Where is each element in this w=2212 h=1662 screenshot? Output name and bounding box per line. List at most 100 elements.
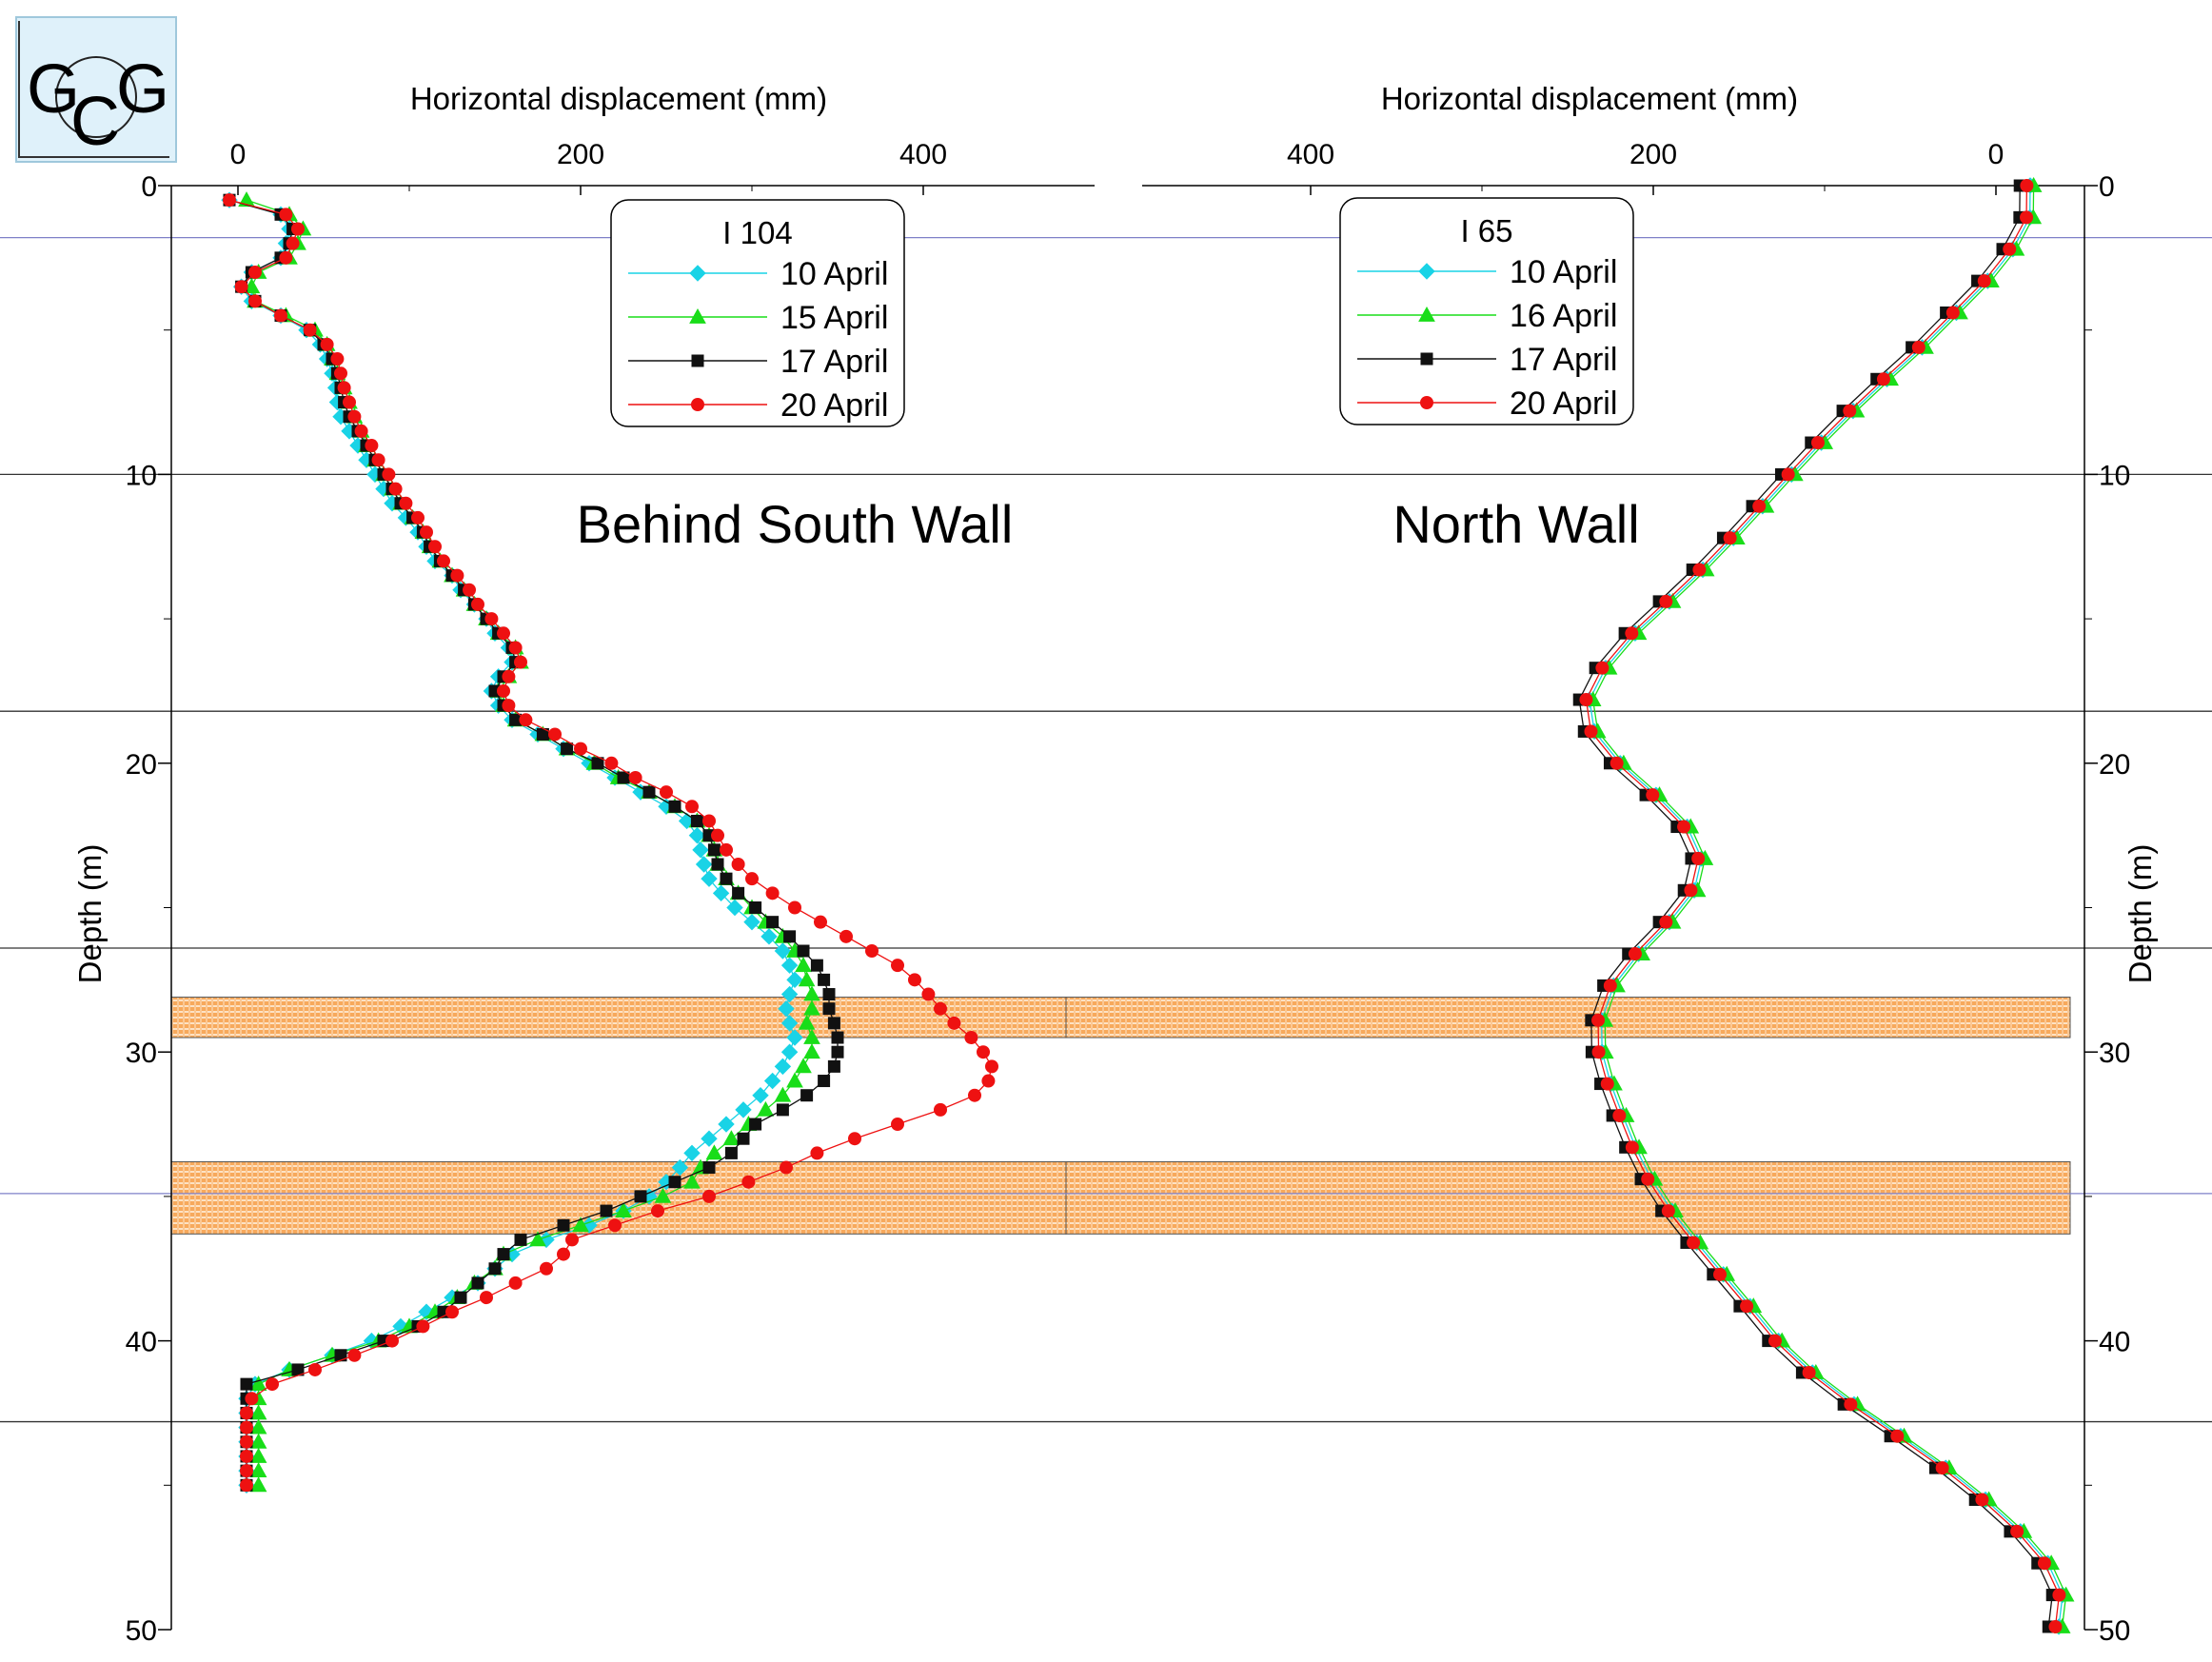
south-data-point bbox=[691, 815, 703, 827]
south-data-point bbox=[334, 366, 347, 380]
north-data-point bbox=[1975, 1493, 1988, 1506]
south-data-point bbox=[749, 1118, 761, 1131]
south-data-point bbox=[240, 1435, 253, 1449]
south-data-point bbox=[721, 873, 733, 885]
south-data-point bbox=[502, 670, 515, 683]
north-data-point bbox=[1768, 1335, 1782, 1348]
south-data-point bbox=[558, 1219, 570, 1232]
south-data-point bbox=[921, 988, 935, 1001]
south-data-point bbox=[745, 872, 759, 885]
north-data-point bbox=[2038, 1556, 2051, 1570]
south-data-point bbox=[240, 1421, 253, 1434]
south-y-ticks: 0 10 20 30 40 50 bbox=[126, 171, 171, 1647]
south-data-point bbox=[758, 1102, 773, 1116]
south-y-axis-title: Depth (m) bbox=[72, 844, 108, 984]
north-data-point bbox=[1626, 1140, 1639, 1154]
south-data-point bbox=[291, 223, 305, 236]
south-data-point bbox=[804, 1044, 820, 1058]
south-data-point bbox=[693, 842, 708, 858]
gcg-logo: G C G bbox=[16, 17, 176, 162]
south-data-point bbox=[502, 699, 515, 712]
south-data-point bbox=[235, 280, 248, 293]
south-data-point bbox=[832, 1032, 844, 1044]
south-legend-label: 20 April bbox=[780, 387, 888, 424]
south-data-point bbox=[308, 1363, 322, 1376]
north-data-point bbox=[1782, 467, 1795, 481]
south-data-point bbox=[780, 1161, 793, 1175]
south-data-point bbox=[744, 915, 760, 930]
south-data-point bbox=[891, 1118, 904, 1131]
south-data-point bbox=[818, 1075, 830, 1087]
north-data-point bbox=[2020, 210, 2033, 224]
south-data-point bbox=[811, 960, 823, 972]
north-x-axis-title: Horizontal displacement (mm) bbox=[1381, 81, 1798, 116]
south-data-point bbox=[804, 987, 820, 1000]
north-data-point bbox=[1877, 372, 1890, 386]
south-data-point bbox=[964, 1031, 978, 1044]
south-x-tick-label: 400 bbox=[899, 139, 947, 170]
north-y-tick-label: 0 bbox=[2099, 171, 2115, 203]
south-data-point bbox=[484, 612, 498, 625]
north-data-point bbox=[1591, 1014, 1605, 1027]
south-data-point bbox=[810, 1146, 823, 1159]
south-y-tick-label: 10 bbox=[126, 460, 157, 491]
south-x-tick-label: 0 bbox=[230, 139, 247, 170]
south-data-point bbox=[720, 843, 733, 857]
south-data-point bbox=[908, 973, 921, 986]
north-legend-marker bbox=[1420, 396, 1433, 409]
north-data-point bbox=[1803, 1366, 1816, 1379]
south-data-point bbox=[947, 1017, 960, 1030]
north-data-point bbox=[1978, 274, 1991, 287]
north-data-point bbox=[1641, 1173, 1654, 1186]
south-data-point bbox=[934, 1103, 947, 1117]
south-legend-label: 10 April bbox=[780, 256, 888, 292]
north-legend-title: I 65 bbox=[1460, 213, 1512, 248]
north-data-point bbox=[1752, 500, 1766, 513]
south-data-point bbox=[330, 352, 344, 366]
north-data-point bbox=[1890, 1430, 1904, 1443]
south-data-point bbox=[796, 958, 811, 971]
south-data-point bbox=[223, 193, 236, 207]
south-data-point bbox=[347, 1349, 361, 1362]
south-data-point bbox=[749, 901, 761, 914]
south-data-point bbox=[629, 771, 642, 784]
north-data-point bbox=[1844, 1397, 1857, 1411]
south-legend-marker bbox=[692, 355, 704, 367]
south-data-point bbox=[245, 1392, 258, 1405]
north-y-tick-label: 40 bbox=[2099, 1327, 2130, 1358]
north-y-tick-label: 50 bbox=[2099, 1615, 2130, 1647]
south-data-point bbox=[766, 916, 779, 928]
south-data-point bbox=[669, 1176, 681, 1188]
south-data-point bbox=[839, 930, 853, 943]
north-wall-panel: 400 200 0 0 10 20 30 40 50 Horizontal displacem… bbox=[1142, 81, 2158, 1647]
south-data-point bbox=[981, 1075, 995, 1088]
south-data-point bbox=[708, 843, 721, 856]
north-data-point bbox=[1625, 626, 1638, 640]
south-data-point bbox=[783, 930, 796, 942]
north-series-1 bbox=[1586, 178, 2074, 1632]
north-x-ticks: 400 200 0 bbox=[1287, 139, 2004, 195]
south-data-point bbox=[279, 251, 292, 265]
north-x-tick-label: 0 bbox=[1988, 139, 2005, 170]
north-legend-label: 17 April bbox=[1510, 342, 1617, 378]
south-data-point bbox=[240, 1464, 253, 1477]
north-data-point bbox=[2052, 1589, 2065, 1602]
south-data-point bbox=[706, 1145, 721, 1158]
north-data-point bbox=[1946, 306, 1960, 319]
south-data-point bbox=[828, 1017, 840, 1029]
south-data-point bbox=[968, 1089, 981, 1102]
south-data-point bbox=[519, 713, 532, 726]
north-data-point bbox=[1610, 757, 1624, 770]
north-data-point bbox=[1936, 1461, 1949, 1474]
south-data-point bbox=[266, 1377, 279, 1391]
south-data-point bbox=[416, 1319, 429, 1333]
north-x-tick-label: 400 bbox=[1287, 139, 1334, 170]
north-data-point bbox=[1592, 1045, 1606, 1059]
south-data-point bbox=[848, 1132, 861, 1145]
south-data-point bbox=[455, 1292, 467, 1304]
south-data-point bbox=[823, 1002, 836, 1015]
north-data-point bbox=[1646, 788, 1659, 801]
logo-letter-c: C bbox=[70, 84, 120, 160]
soil-band-layer bbox=[171, 998, 2070, 1235]
north-legend-label: 20 April bbox=[1510, 386, 1617, 422]
